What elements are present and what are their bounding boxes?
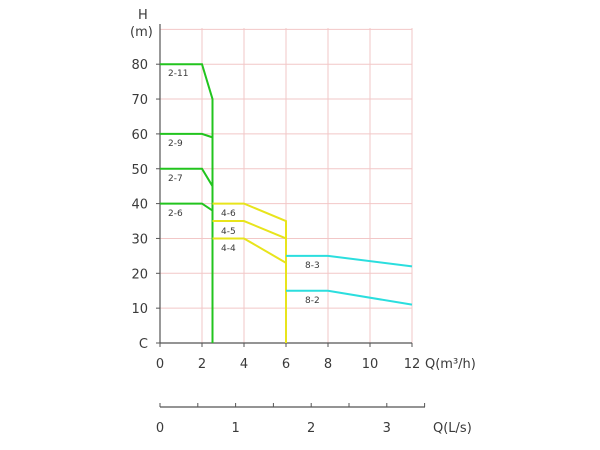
series-line-8-3: [286, 254, 413, 268]
series-label-2-9: 2-9: [168, 139, 183, 149]
y-tick-label: 80: [131, 58, 148, 73]
secondary-axis-title: Q(L/s): [433, 421, 472, 436]
series-line-4-4: [212, 237, 287, 264]
secondary-x-axis: 0 1 2 3 Q(L/s): [156, 403, 472, 436]
y-tick-label: C: [139, 337, 148, 352]
y-tick-label: 60: [131, 128, 148, 143]
series-label-2-11: 2-11: [168, 69, 188, 79]
series-label-4-4: 4-4: [221, 244, 236, 254]
series-labels: 2-11 2-9 2-7 2-6 4-6 4-5 4-4 8-3 8-2: [168, 69, 320, 306]
series-line-8-2: [286, 289, 413, 306]
x-tick-label: 6: [282, 357, 290, 372]
series-label-4-6: 4-6: [221, 209, 236, 219]
series-line-4-5: [212, 220, 287, 240]
x-axis-title: Q(m³/h): [425, 357, 476, 372]
series-label-4-5: 4-5: [221, 227, 236, 237]
y-tick-label: 40: [131, 198, 148, 213]
series-label-2-7: 2-7: [168, 174, 183, 184]
y-tick-label: 50: [131, 163, 148, 178]
series-line-2-7: [160, 167, 214, 187]
x-tick-label: 10: [362, 357, 379, 372]
series-label-2-6: 2-6: [168, 209, 183, 219]
x-tick-label: 8: [324, 357, 332, 372]
series-lines: [160, 63, 413, 343]
series-label-8-2: 8-2: [305, 296, 320, 306]
y-tick-label: 10: [131, 302, 148, 317]
series-line-4-6: [212, 202, 287, 343]
axes: C 10 20 30 40 50 60 70 80 H (m) 0 2 4 6 8 10 12 Q(m³/h): [130, 8, 476, 372]
y-axis-unit: (m): [130, 25, 153, 40]
x-tick-label: 0: [156, 357, 164, 372]
series-line-2-6: [160, 202, 214, 212]
secondary-tick-label: 0: [156, 421, 164, 436]
secondary-tick-label: 3: [383, 421, 391, 436]
secondary-tick-label: 2: [307, 421, 315, 436]
series-label-8-3: 8-3: [305, 261, 320, 271]
x-tick-label: 12: [404, 357, 421, 372]
secondary-tick-label: 1: [231, 421, 239, 436]
series-line-2-9: [160, 132, 213, 139]
y-tick-label: 70: [131, 93, 148, 108]
y-axis-title: H: [138, 8, 148, 23]
x-tick-label: 2: [198, 357, 206, 372]
x-tick-label: 4: [240, 357, 248, 372]
y-tick-label: 20: [131, 267, 148, 282]
y-tick-label: 30: [131, 232, 148, 247]
